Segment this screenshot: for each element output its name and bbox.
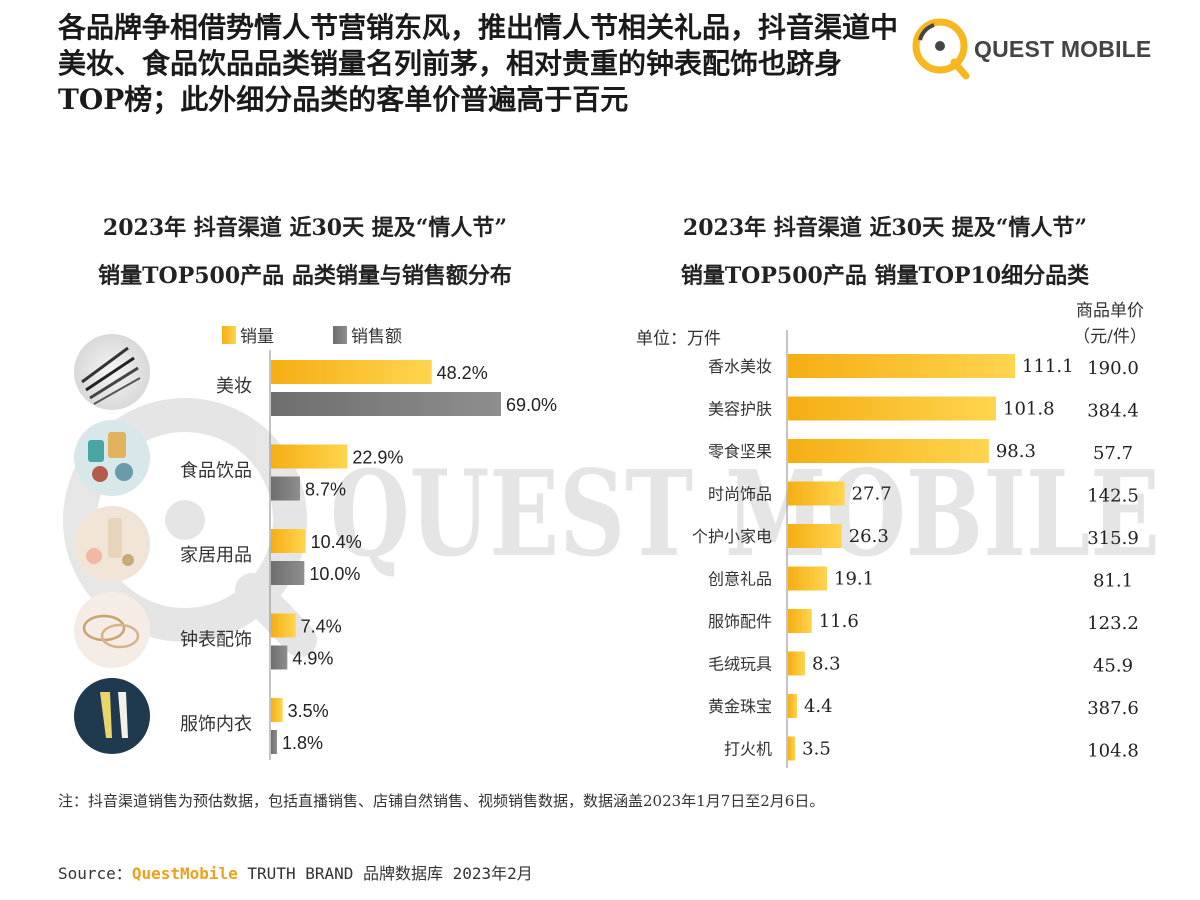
unit-price-value: 57.7 bbox=[1093, 443, 1133, 464]
unit-price-header-line2: （元/件） bbox=[1073, 327, 1147, 347]
bar-sales-amount bbox=[271, 561, 305, 585]
bar-sales-amount bbox=[271, 392, 501, 416]
data-label-subcategory-volume: 8.3 bbox=[812, 654, 841, 675]
source-brand: QuestMobile bbox=[131, 864, 238, 883]
thumbnail-watches-accessories bbox=[74, 592, 150, 668]
thumbnail-home-goods bbox=[74, 506, 150, 582]
bar-sales-volume bbox=[271, 529, 306, 553]
data-label-sales-amount: 4.9% bbox=[292, 649, 333, 669]
left-category-label: 服饰内衣 bbox=[180, 714, 252, 735]
data-label-sales-amount: 8.7% bbox=[305, 480, 346, 500]
left-category-label: 食品饮品 bbox=[180, 461, 252, 482]
left-category-label: 钟表配饰 bbox=[180, 630, 252, 651]
left-chart-title-line1: 2023年 抖音渠道 近30天 提及“情人节” bbox=[102, 215, 508, 241]
data-label-subcategory-volume: 3.5 bbox=[802, 739, 831, 760]
left-category-label: 家居用品 bbox=[180, 545, 252, 566]
right-category-label: 美容护肤 bbox=[708, 400, 772, 419]
legend-label-sales-amount: 销售额 bbox=[351, 327, 402, 347]
unit-price-header-line1: 商品单价 bbox=[1076, 301, 1144, 321]
legend-label-sales-volume: 销量 bbox=[240, 327, 274, 347]
data-label-sales-volume: 10.4% bbox=[311, 532, 362, 552]
quest-mobile-logo-icon bbox=[912, 18, 970, 80]
bar-subcategory-volume bbox=[788, 354, 1016, 378]
data-label-sales-amount: 69.0% bbox=[506, 395, 557, 415]
data-label-subcategory-volume: 27.7 bbox=[852, 484, 892, 505]
legend-swatch-sales-amount bbox=[333, 326, 347, 344]
bar-subcategory-volume bbox=[788, 609, 812, 633]
unit-price-value: 190.0 bbox=[1087, 358, 1139, 379]
unit-price-value: 384.4 bbox=[1087, 401, 1139, 422]
right-category-label: 创意礼品 bbox=[708, 570, 772, 589]
unit-price-value: 387.6 bbox=[1087, 698, 1139, 719]
right-category-label: 毛绒玩具 bbox=[708, 655, 772, 674]
footnote: 注：抖音渠道销售为预估数据，包括直播销售、店铺自然销售、视频销售数据，数据涵盖2… bbox=[58, 792, 825, 810]
bar-sales-volume bbox=[271, 444, 348, 469]
data-label-subcategory-volume: 11.6 bbox=[819, 611, 859, 632]
source-rest: TRUTH BRAND 品牌数据库 2023年2月 bbox=[237, 864, 533, 883]
thumbnail-cosmetics-brushes bbox=[74, 334, 150, 410]
unit-price-value: 315.9 bbox=[1087, 528, 1139, 549]
unit-price-value: 104.8 bbox=[1087, 741, 1139, 762]
data-label-sales-amount: 1.8% bbox=[282, 733, 323, 753]
unit-price-value: 123.2 bbox=[1087, 613, 1139, 634]
bar-sales-volume bbox=[271, 360, 432, 384]
unit-price-value: 142.5 bbox=[1087, 486, 1139, 507]
data-label-subcategory-volume: 98.3 bbox=[996, 441, 1036, 462]
bar-subcategory-volume bbox=[788, 736, 796, 761]
bar-sales-amount bbox=[271, 730, 277, 754]
right-chart-title-line1: 2023年 抖音渠道 近30天 提及“情人节” bbox=[682, 215, 1088, 241]
right-category-label: 零食坚果 bbox=[708, 442, 772, 461]
right-category-label: 时尚饰品 bbox=[708, 485, 772, 504]
right-category-label: 打火机 bbox=[724, 740, 772, 759]
bar-subcategory-volume bbox=[788, 396, 997, 421]
data-label-subcategory-volume: 101.8 bbox=[1003, 399, 1055, 420]
source: Source：QuestMobile TRUTH BRAND 品牌数据库 202… bbox=[58, 860, 533, 884]
data-label-subcategory-volume: 19.1 bbox=[834, 569, 874, 590]
bar-sales-amount bbox=[271, 476, 300, 501]
data-label-subcategory-volume: 4.4 bbox=[804, 696, 833, 717]
bar-subcategory-volume bbox=[788, 481, 845, 506]
legend-swatch-sales-volume bbox=[222, 326, 236, 344]
bar-subcategory-volume bbox=[788, 651, 805, 676]
bar-subcategory-volume bbox=[788, 439, 989, 463]
unit-price-value: 81.1 bbox=[1093, 571, 1133, 592]
left-category-label: 美妆 bbox=[216, 376, 252, 397]
data-label-sales-volume: 3.5% bbox=[288, 701, 329, 721]
data-label-subcategory-volume: 26.3 bbox=[849, 526, 889, 547]
data-label-subcategory-volume: 111.1 bbox=[1022, 356, 1074, 377]
bar-sales-amount bbox=[271, 645, 288, 670]
data-label-sales-amount: 10.0% bbox=[309, 564, 360, 584]
unit-label: 单位：万件 bbox=[636, 329, 721, 349]
headline: 各品牌争相借势情人节营销东风，推出情人节相关礼品，抖音渠道中美妆、食品饮品品类销… bbox=[58, 11, 899, 116]
right-category-label: 黄金珠宝 bbox=[708, 697, 772, 716]
data-label-sales-volume: 48.2% bbox=[437, 363, 488, 383]
bar-subcategory-volume bbox=[788, 694, 797, 718]
data-label-sales-volume: 22.9% bbox=[352, 448, 403, 468]
bar-sales-volume bbox=[271, 613, 296, 638]
bar-subcategory-volume bbox=[788, 524, 842, 548]
data-label-sales-volume: 7.4% bbox=[301, 617, 342, 637]
right-chart: 单位：万件 商品单价 （元/件） 香水美妆 111.1 190.0 美容护肤 101.8… bbox=[636, 301, 1147, 768]
right-category-label: 服饰配件 bbox=[708, 612, 772, 631]
thumbnail-clothing-underwear bbox=[74, 678, 150, 754]
logo-text: QUEST MOBILE bbox=[974, 36, 1152, 62]
quest-mobile-logo: QUEST MOBILE bbox=[908, 14, 1168, 84]
bar-subcategory-volume bbox=[788, 566, 828, 591]
source-prefix: Source： bbox=[58, 864, 132, 883]
left-chart-title-line2: 销量TOP500产品 品类销量与销售额分布 bbox=[98, 263, 512, 289]
right-category-label: 香水美妆 bbox=[708, 357, 772, 376]
unit-price-value: 45.9 bbox=[1093, 656, 1133, 677]
thumbnail-food-drinks bbox=[74, 420, 150, 496]
right-category-label: 个护小家电 bbox=[692, 527, 772, 546]
bar-sales-volume bbox=[271, 698, 283, 722]
left-chart: 销量 销售额 美妆 48.2% 69.0% 食品饮品 22.9% 8.7% 家居用品 10.4… bbox=[74, 326, 557, 760]
right-chart-title-line2: 销量TOP500产品 销量TOP10细分品类 bbox=[680, 263, 1090, 289]
